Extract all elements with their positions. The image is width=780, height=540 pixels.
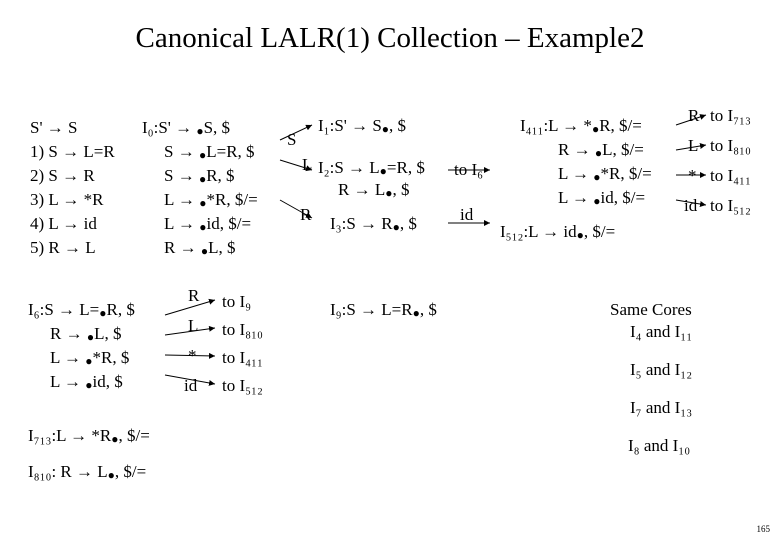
same-cores-2: I₇ and I₁₃ (630, 398, 692, 418)
i411-sym-r: R (688, 106, 699, 126)
i6-0: I₆:S → L=●R, $ (28, 300, 135, 321)
i3: I₃:S → R●, $ (330, 214, 417, 235)
same-cores-3: I₈ and I₁₀ (628, 436, 690, 456)
i6-2: L → ●*R, $ (50, 348, 129, 369)
i810: I₈₁₀: R → L●, $/= (28, 462, 146, 483)
i411-sym-id: id (684, 196, 697, 216)
same-cores-title: Same Cores (610, 300, 692, 320)
sym-s: S (287, 130, 296, 150)
i6-sym-3: id (184, 376, 197, 396)
i411-sym-star: * (688, 166, 697, 186)
i6-to-0: to I₉ (222, 292, 251, 312)
i411-to-r: to I₇₁₃ (710, 106, 751, 126)
i411-3: L → ●id, $/= (558, 188, 645, 209)
i1: I₁:S' → S●, $ (318, 116, 406, 137)
i411-2: L → ●*R, $/= (558, 164, 652, 185)
i2-1: I₂:S → L●=R, $ (318, 158, 425, 179)
i411-0: I₄₁₁:L → *●R, $/= (520, 116, 642, 137)
i2-goto: to I₆ (454, 160, 483, 180)
i6-to-3: to I₅₁₂ (222, 376, 263, 396)
i6-to-2: to I₄₁₁ (222, 348, 263, 368)
i9: I₉:S → L=R●, $ (330, 300, 437, 321)
i6-sym-1: L (188, 316, 198, 336)
sym-r: R (300, 205, 311, 225)
same-cores-1: I₅ and I₁₂ (630, 360, 692, 380)
i6-1: R → ●L, $ (50, 324, 121, 345)
i6-sym-0: R (188, 286, 199, 306)
sym-l: L (302, 155, 312, 175)
same-cores-0: I₄ and I₁₁ (630, 322, 692, 342)
i6-to-1: to I₈₁₀ (222, 320, 263, 340)
i411-to-l: to I₈₁₀ (710, 136, 751, 156)
i2-2: R → L●, $ (338, 180, 409, 201)
i6-3: L → ●id, $ (50, 372, 123, 393)
i411-to-star: to I₄₁₁ (710, 166, 751, 186)
sym-id: id (460, 205, 473, 225)
i411-to-id: to I₅₁₂ (710, 196, 751, 216)
i411-sym-l: L (688, 136, 698, 156)
i411-1: R → ●L, $/= (558, 140, 644, 161)
i6-sym-2: * (188, 346, 197, 366)
arrows-svg (0, 0, 780, 540)
i512: I₅₁₂:L → id●, $/= (500, 222, 615, 243)
i713: I₇₁₃:L → *R●, $/= (28, 426, 150, 447)
page-number: 165 (757, 524, 771, 534)
